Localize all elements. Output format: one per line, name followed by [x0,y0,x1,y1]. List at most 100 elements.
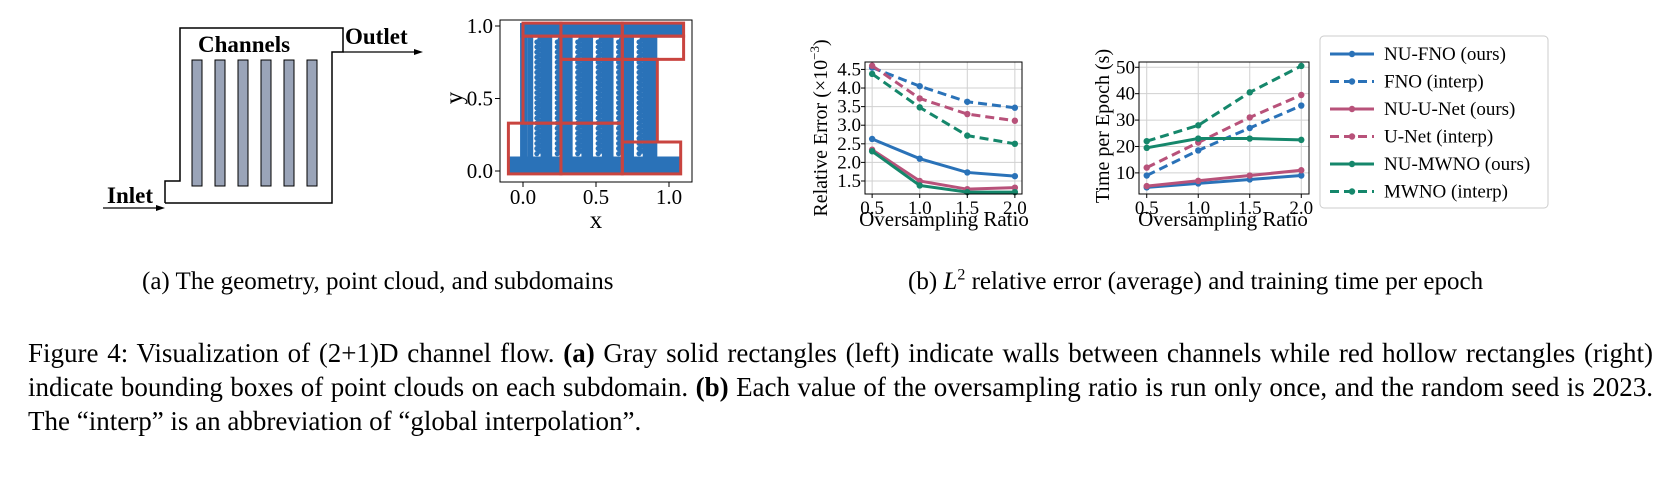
series-point [964,169,971,176]
point-region [560,36,573,157]
legend-label: FNO (interp) [1384,72,1484,93]
channels-label: Channels [198,32,290,57]
outlet-arrowhead [414,49,423,55]
series-point [1195,122,1202,129]
series-line [1146,64,1302,143]
series-point [1011,140,1019,148]
geometry-diagram: Channels Outlet Inlet [103,24,423,211]
series-point [1298,102,1305,109]
series-line [871,72,1016,146]
y-tick-label: 3.5 [837,97,861,118]
y-tick-label: 1.0 [467,14,493,38]
series-line [1146,168,1302,188]
point-region [642,36,658,157]
point-region [540,36,553,157]
point-region [601,36,614,157]
subdomain-box [620,57,659,144]
legend-label: NU-MWNO (ours) [1384,154,1530,175]
series-point [1246,135,1253,142]
series-line [871,137,1015,178]
series-point [868,135,876,143]
legend-marker [1348,50,1356,58]
x-tick-label: 0.5 [860,198,884,219]
point-region [581,36,594,157]
series-point [916,95,923,102]
x-tick-label: 0.0 [510,185,536,209]
subcaption-a: (a) The geometry, point cloud, and subdo… [142,268,614,295]
y-tick-label: 50 [1116,57,1135,78]
series-point [1246,114,1253,121]
legend-marker [1348,78,1356,85]
x-tick-label: 2.0 [1003,198,1027,219]
series-point [1246,124,1253,132]
point-region [622,36,634,157]
series-point [916,155,923,162]
series-line [1146,137,1302,150]
series-point [1143,164,1150,171]
time-grid [1139,62,1309,194]
series-point [916,82,923,90]
series-point [1298,62,1305,70]
y-tick-label: 10 [1116,163,1135,184]
time-per-epoch-chart: 0.5 1.0 1.5 2.0 10 20 30 40 50 Oversampling Rati… [1092,49,1313,231]
y-tick-label: 0.5 [467,87,493,111]
legend-marker [1348,105,1356,113]
y-tick-label: 0.0 [467,159,493,183]
time-axes-frame [1138,61,1310,195]
error-ticks: 0.5 1.0 1.5 2.01.52.02.53.03.54.04.5 [837,59,1026,219]
legend-frame [1319,35,1549,209]
series-point [1246,172,1253,179]
series-point [964,132,971,139]
legend-label: NU-U-Net (ours) [1384,99,1515,120]
error-ylabel: Relative Error (×10−3) [807,39,832,216]
y-tick-label: 2.0 [837,152,861,173]
legend-label: NU-FNO (ours) [1384,44,1506,65]
x-tick-label: 1.5 [955,198,979,219]
series-point [1143,144,1150,151]
series-point [868,70,876,78]
series-point [1011,172,1019,180]
error-series [868,62,1019,196]
y-tick-label: 3.0 [837,115,861,136]
series-point [1143,138,1150,145]
geometry-outline [164,27,344,204]
series-point [1143,172,1150,179]
legend-items: NU-FNO (ours) FNO (interp) NU-U-Net (ours)… [1330,44,1530,203]
point-dot [639,36,645,43]
series-line [871,66,1016,110]
subcaption-b: (b) L2 relative error (average) and trai… [908,266,1484,295]
series-point [1011,117,1019,124]
error-ylabel-exp: −3 [807,46,822,60]
x-tick-label: 1.5 [1238,198,1262,219]
series-point [1195,177,1202,184]
series-point [1298,91,1305,99]
point-dot [537,36,543,43]
series-point [1246,89,1253,96]
error-axes-frame [864,61,1023,195]
series-point [1195,147,1202,154]
subdomain-boxes [506,21,686,176]
series-point [964,98,971,105]
time-series [1143,62,1305,191]
series-point [868,148,876,155]
series-line [1146,174,1302,189]
x-tick-label: 0.5 [583,185,609,209]
point-cloud-xlabel: x [590,207,603,234]
series-point [1143,182,1150,190]
point-cloud-plot: 0.0 0.5 1.0 0.0 0.5 1.0 x y [441,14,693,234]
y-tick-label: 40 [1116,84,1135,105]
series-point [964,110,971,118]
time-xlabel: Oversampling Ratio [1138,207,1308,231]
series-point [916,104,923,111]
legend: NU-FNO (ours) FNO (interp) NU-U-Net (ours)… [1319,35,1549,209]
series-line [871,64,1016,123]
point-cloud-ticks: 0.0 0.5 1.0 0.0 0.5 1.0 [467,14,682,209]
x-tick-label: 0.5 [1135,198,1159,219]
inlet-arrowhead [156,205,165,211]
point-cloud-ylabel: y [441,91,468,104]
figure-caption: Figure 4: Visualization of (2+1)D channe… [28,338,1653,436]
y-tick-label: 1.5 [837,171,861,192]
point-region [508,156,681,174]
series-point [1011,184,1019,191]
time-ticks: 0.5 1.0 1.5 2.0 10 20 30 40 50 [1116,57,1313,219]
